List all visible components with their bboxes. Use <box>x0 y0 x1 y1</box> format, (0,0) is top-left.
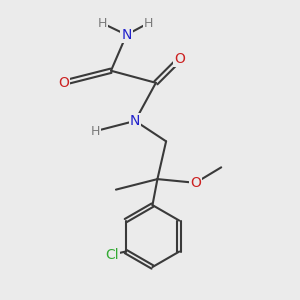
Text: N: N <box>130 114 140 128</box>
Text: O: O <box>175 52 185 66</box>
Text: N: N <box>121 28 132 42</box>
Text: O: O <box>58 76 69 90</box>
Text: Cl: Cl <box>105 248 119 262</box>
Text: H: H <box>144 16 153 30</box>
Text: H: H <box>97 16 107 30</box>
Text: O: O <box>190 176 201 190</box>
Text: H: H <box>91 124 100 138</box>
